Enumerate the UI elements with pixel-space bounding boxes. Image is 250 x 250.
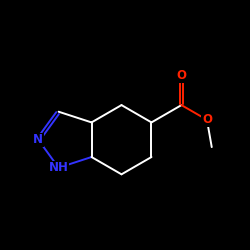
Text: NH: NH: [49, 161, 68, 174]
Text: O: O: [202, 113, 212, 126]
Text: N: N: [33, 133, 43, 146]
Text: O: O: [176, 69, 186, 82]
